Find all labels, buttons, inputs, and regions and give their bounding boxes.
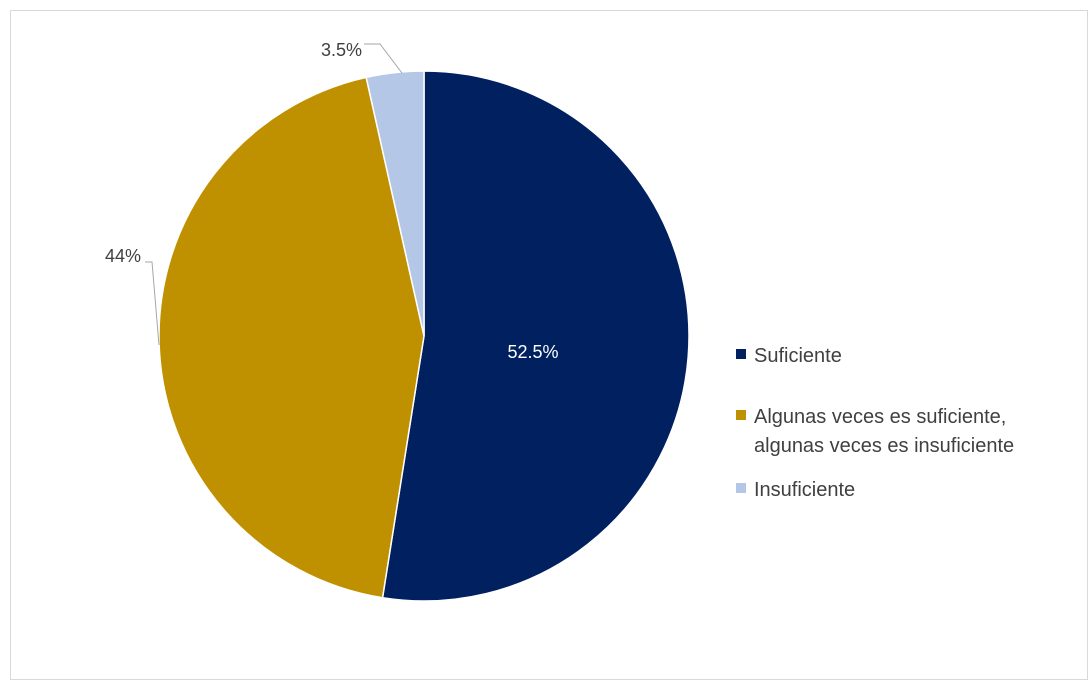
data-label-algunas: 44% <box>105 246 141 266</box>
pie-slices <box>158 70 690 602</box>
legend: Suficiente Algunas veces es suficiente, … <box>736 345 1014 501</box>
legend-swatch-suficiente <box>736 349 746 359</box>
pie-slice-suficiente <box>381 70 690 602</box>
legend-label-insuficiente: Insuficiente <box>754 479 855 501</box>
leader-lines <box>145 43 403 346</box>
legend-label-algunas-line1: Algunas veces es suficiente, <box>754 406 1006 428</box>
leader-line-algunas <box>145 261 160 346</box>
data-labels: 52.5% 44% 3.5% <box>105 40 559 362</box>
leader-line-insuficiente <box>364 43 403 74</box>
legend-swatch-algunas <box>736 410 746 420</box>
pie-slice-insuficiente <box>365 70 425 337</box>
legend-swatch-insuficiente <box>736 483 746 493</box>
legend-label-algunas-line2: algunas veces es insuficiente <box>754 435 1014 457</box>
data-label-insuficiente: 3.5% <box>321 40 362 60</box>
data-label-suficiente: 52.5% <box>507 342 558 362</box>
legend-label-suficiente: Suficiente <box>754 345 842 367</box>
